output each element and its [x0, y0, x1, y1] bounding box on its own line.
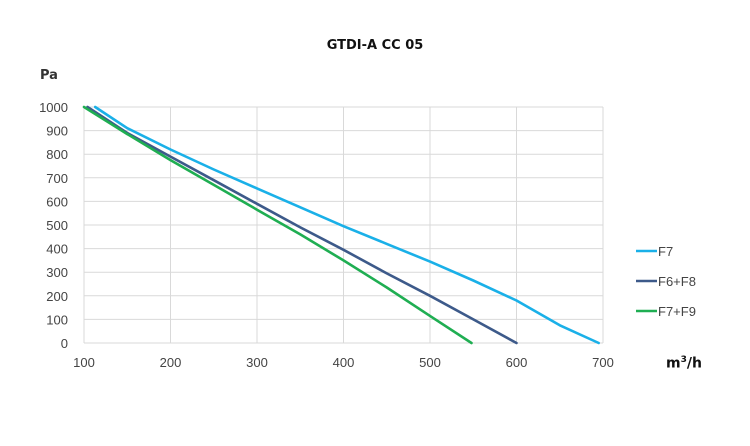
y-tick-label: 600: [46, 194, 68, 209]
y-tick-label: 700: [46, 171, 68, 186]
y-tick-label: 1000: [39, 100, 68, 115]
y-tick-label: 500: [46, 218, 68, 233]
y-tick-label: 100: [46, 312, 68, 327]
x-tick-label: 400: [333, 355, 355, 370]
y-tick-label: 0: [61, 336, 68, 351]
legend-label: F7: [658, 244, 673, 259]
series-line-2: [86, 105, 518, 345]
y-tick-label: 300: [46, 265, 68, 280]
series-line-1: [93, 105, 601, 345]
y-tick-label: 900: [46, 124, 68, 139]
x-axis-label-base: m: [666, 355, 681, 372]
x-tick-label: 600: [506, 355, 528, 370]
chart-title: GTDI-A CC 05: [326, 38, 424, 53]
series-line-3: [82, 105, 473, 345]
x-tick-label: 200: [160, 355, 182, 370]
y-tick-label: 800: [46, 147, 68, 162]
x-tick-label: 500: [419, 355, 441, 370]
y-axis-label: Pa: [40, 68, 58, 83]
legend-label: F7+F9: [658, 304, 696, 319]
x-tick-label: 300: [246, 355, 268, 370]
x-axis-label-sup: 3: [680, 355, 687, 365]
x-tick-label: 700: [592, 355, 614, 370]
x-axis-label-tail: /h: [686, 355, 702, 372]
y-tick-label: 400: [46, 242, 68, 257]
y-tick-label: 200: [46, 289, 68, 304]
x-tick-label: 100: [73, 355, 95, 370]
x-axis-label: m3/h: [666, 355, 702, 372]
legend-label: F6+F8: [658, 274, 696, 289]
